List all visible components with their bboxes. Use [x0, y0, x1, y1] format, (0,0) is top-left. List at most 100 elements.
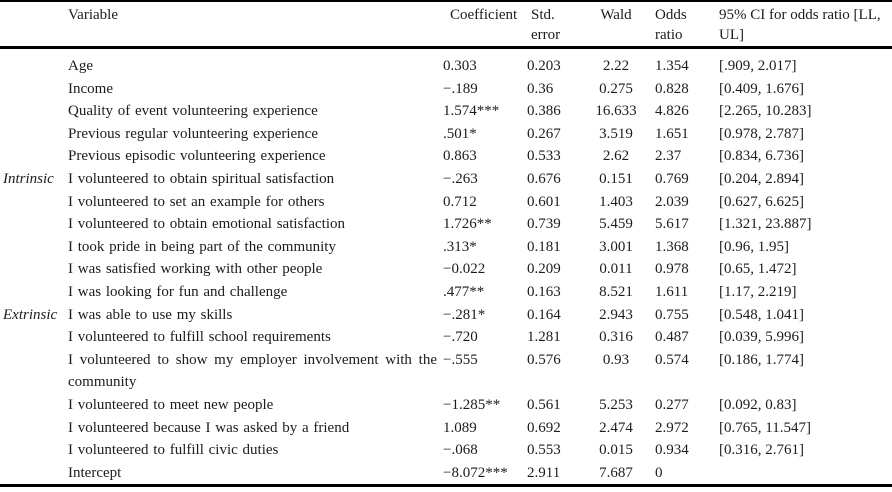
- table-row: Intrinsic I volunteered to obtain spirit…: [0, 168, 892, 191]
- coefficient-cell: .501*: [443, 125, 477, 142]
- std-error-cell: 0.692: [527, 419, 561, 436]
- variable-cell: Age: [68, 58, 93, 74]
- variable-cell: I took pride in being part of the commun…: [68, 238, 336, 255]
- variable-cell: Income: [68, 80, 113, 97]
- variable-cell: I was looking for fun and challenge: [68, 283, 288, 300]
- group-label-cell: [0, 145, 68, 168]
- header-variable: Variable: [68, 1, 443, 49]
- std-error-cell: 0.181: [527, 238, 561, 255]
- table-row: I took pride in being part of the commun…: [0, 236, 892, 259]
- odds-ratio-cell: 0.755: [655, 306, 689, 323]
- ci-cell: [0.204, 2.894]: [719, 170, 804, 187]
- wald-cell: 2.474: [599, 419, 633, 436]
- ci-cell: [0.186, 1.774]: [719, 351, 804, 368]
- variable-cell: I volunteered to show my employer involv…: [68, 351, 437, 391]
- ci-cell: [0.548, 1.041]: [719, 306, 804, 323]
- std-error-cell: 0.36: [527, 80, 554, 97]
- table-row: Intercept −8.072*** 2.911 7.687 0: [0, 462, 892, 486]
- coefficient-cell: −.720: [443, 329, 478, 346]
- variable-cell: Intercept: [68, 464, 122, 481]
- variable-cell: Quality of event volunteering experience: [68, 103, 318, 120]
- std-error-cell: 0.209: [527, 261, 561, 278]
- wald-cell: 5.253: [599, 396, 633, 413]
- table-row: I was satisfied working with other peopl…: [0, 258, 892, 281]
- group-label-cell: [0, 349, 68, 394]
- std-error-cell: 0.739: [527, 216, 561, 233]
- std-error-cell: 0.676: [527, 170, 561, 187]
- variable-cell: I volunteered to obtain spiritual satisf…: [68, 170, 335, 187]
- coefficient-cell: −.555: [443, 351, 478, 368]
- group-label-cell: [0, 394, 68, 417]
- variable-cell: I volunteered to obtain emotional satisf…: [68, 216, 346, 233]
- variable-cell: I volunteered to fulfill school requirem…: [68, 329, 331, 346]
- ci-cell: [1.321, 23.887]: [719, 216, 812, 233]
- table-row: I volunteered to obtain emotional satisf…: [0, 213, 892, 236]
- ci-cell: [0.627, 6.625]: [719, 193, 804, 210]
- group-label-cell: [0, 191, 68, 214]
- wald-cell: 8.521: [599, 283, 633, 300]
- table-row: Quality of event volunteering experience…: [0, 100, 892, 123]
- table-row: Age 0.303 0.203 2.22 1.354 [.909, 2.017]: [0, 48, 892, 78]
- variable-cell: I volunteered to fulfill civic duties: [68, 442, 279, 459]
- ci-cell: [1.17, 2.219]: [719, 283, 797, 300]
- coefficient-cell: 0.712: [443, 193, 477, 210]
- odds-ratio-cell: 0.978: [655, 261, 689, 278]
- std-error-cell: 0.163: [527, 283, 561, 300]
- header-std-error: Std. error: [527, 1, 593, 49]
- table-row: I volunteered to fulfill school requirem…: [0, 326, 892, 349]
- header-ci-label: 95% CI for odds ratio [LL, UL]: [719, 7, 881, 43]
- coefficient-cell: 0.863: [443, 148, 477, 165]
- ci-cell: [0.316, 2.761]: [719, 442, 804, 459]
- group-label-cell: [0, 48, 68, 78]
- wald-cell: 2.62: [602, 148, 630, 165]
- table-row: I was looking for fun and challenge .477…: [0, 281, 892, 304]
- wald-cell: 3.519: [599, 125, 633, 142]
- wald-cell: 7.687: [599, 464, 633, 481]
- ci-cell: [.909, 2.017]: [719, 58, 797, 74]
- header-odds-ratio-label: Odds ratio: [655, 7, 687, 43]
- odds-ratio-cell: 0.828: [655, 80, 689, 97]
- header-row: Variable Coefficient Std. error Wald Odd…: [0, 1, 892, 49]
- group-label-cell: [0, 439, 68, 462]
- std-error-cell: 0.601: [527, 193, 561, 210]
- group-label-cell: [0, 417, 68, 440]
- odds-ratio-cell: 4.826: [655, 103, 689, 120]
- std-error-cell: 0.203: [527, 58, 561, 74]
- header-wald: Wald: [593, 1, 639, 49]
- wald-cell: 0.275: [599, 80, 633, 97]
- group-label-cell: [0, 258, 68, 281]
- std-error-cell: 1.281: [527, 329, 561, 346]
- std-error-cell: 0.576: [527, 351, 561, 368]
- odds-ratio-cell: 0.487: [655, 329, 689, 346]
- table-row: Previous episodic volunteering experienc…: [0, 145, 892, 168]
- wald-cell: 16.633: [595, 103, 637, 120]
- group-label-cell: [0, 213, 68, 236]
- variable-cell: Previous episodic volunteering experienc…: [68, 148, 326, 165]
- wald-cell: 0.151: [599, 170, 633, 187]
- wald-cell: 1.403: [599, 193, 633, 210]
- wald-cell: 0.015: [599, 442, 633, 459]
- header-std-error-label: Std. error: [531, 7, 561, 43]
- wald-cell: 3.001: [599, 238, 633, 255]
- odds-ratio-cell: 2.37: [655, 148, 682, 165]
- wald-cell: 0.316: [599, 329, 633, 346]
- coefficient-cell: −.263: [443, 170, 478, 187]
- std-error-cell: 0.561: [527, 396, 561, 413]
- table-row: Extrinsic I was able to use my skills −.…: [0, 304, 892, 327]
- table-row: I volunteered to meet new people −1.285*…: [0, 394, 892, 417]
- ci-cell: [0.834, 6.736]: [719, 148, 804, 165]
- std-error-cell: 2.911: [527, 464, 561, 481]
- std-error-cell: 0.533: [527, 148, 561, 165]
- coefficient-cell: −0.022: [443, 261, 486, 278]
- coefficient-cell: .477**: [443, 283, 485, 300]
- odds-ratio-cell: 0: [655, 464, 663, 481]
- ci-cell: [0.96, 1.95]: [719, 238, 789, 255]
- group-label-cell: [0, 462, 68, 486]
- variable-cell: I was satisfied working with other peopl…: [68, 261, 323, 278]
- ci-cell: [2.265, 10.283]: [719, 103, 812, 120]
- coefficient-cell: 1.089: [443, 419, 477, 436]
- odds-ratio-cell: 5.617: [655, 216, 689, 233]
- coefficient-cell: −.189: [443, 80, 478, 97]
- odds-ratio-cell: 1.651: [655, 125, 689, 142]
